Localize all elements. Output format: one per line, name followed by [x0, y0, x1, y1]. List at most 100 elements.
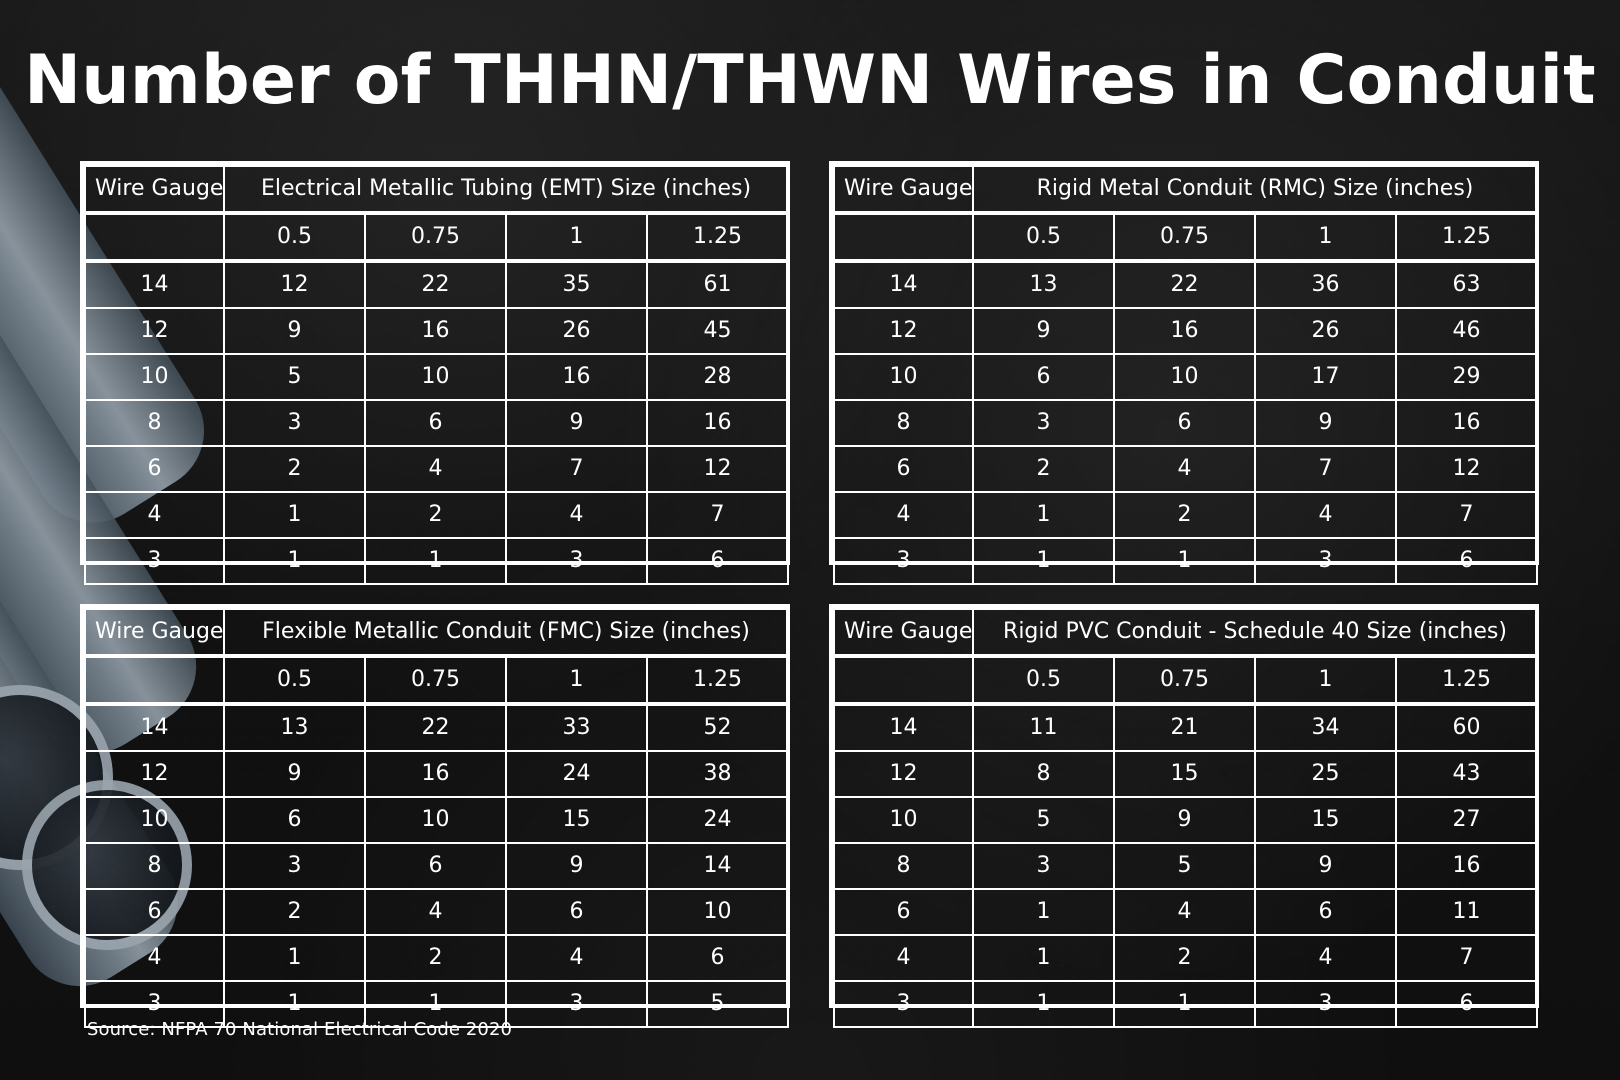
wire-count-cell: 7 [645, 491, 790, 539]
fmc-table: Wire Gauge Flexible Metallic Conduit (FM… [84, 608, 789, 1028]
wire-count-cell: 1 [972, 888, 1115, 936]
wire-count-cell: 4 [364, 445, 507, 493]
wire-count-cell: 10 [364, 796, 507, 844]
wire-count-cell: 1 [972, 980, 1115, 1028]
table-row: 12 8 15 25 43 [833, 750, 1538, 798]
blank-gauge-cell [833, 655, 974, 706]
wire-gauge-cell: 3 [84, 537, 225, 585]
wire-gauge-cell: 14 [84, 260, 225, 309]
wire-gauge-cell: 10 [84, 796, 225, 844]
wire-count-cell: 13 [972, 260, 1115, 309]
emt-table: Wire Gauge Electrical Metallic Tubing (E… [84, 165, 790, 585]
wire-gauge-cell: 6 [833, 445, 974, 493]
table-row: 12 9 16 26 45 [84, 307, 790, 355]
pvc-table: Wire Gauge Rigid PVC Conduit - Schedule … [833, 608, 1538, 1028]
table-header-row: Wire Gauge Rigid PVC Conduit - Schedule … [833, 608, 1538, 658]
size-header-cell: 1 [1254, 212, 1397, 263]
wire-gauge-cell: 6 [84, 445, 225, 493]
wire-count-cell: 6 [505, 888, 648, 936]
wire-gauge-cell: 12 [833, 750, 974, 798]
wire-count-cell: 2 [972, 445, 1115, 493]
wire-gauge-cell: 8 [84, 842, 225, 890]
table-row: 12 9 16 24 38 [84, 750, 789, 798]
wire-count-cell: 6 [1395, 980, 1538, 1028]
pvc-table-container: Wire Gauge Rigid PVC Conduit - Schedule … [829, 604, 1539, 1028]
wire-count-cell: 9 [972, 307, 1115, 355]
wire-count-cell: 26 [505, 307, 648, 355]
wire-gauge-cell: 8 [833, 842, 974, 890]
wire-count-cell: 6 [364, 399, 507, 447]
wire-gauge-header: Wire Gauge [84, 608, 225, 658]
wire-count-cell: 16 [505, 353, 648, 401]
table-row: 4 1 2 4 7 [84, 491, 790, 539]
table-row: 8 3 5 9 16 [833, 842, 1538, 890]
conduit-size-header: Rigid PVC Conduit - Schedule 40 Size (in… [972, 608, 1538, 658]
table-row: 10 5 10 16 28 [84, 353, 790, 401]
table-header-row: Wire Gauge Rigid Metal Conduit (RMC) Siz… [833, 165, 1539, 215]
wire-count-cell: 1 [972, 934, 1115, 982]
wire-count-cell: 38 [646, 750, 789, 798]
wire-count-cell: 7 [1395, 934, 1538, 982]
wire-count-cell: 6 [364, 842, 507, 890]
table-row: 8 3 6 9 16 [84, 399, 790, 447]
wire-count-cell: 2 [223, 445, 366, 493]
size-header-cell: 0.75 [364, 655, 507, 706]
wire-count-cell: 1 [223, 537, 366, 585]
wire-count-cell: 16 [364, 307, 507, 355]
wire-count-cell: 6 [1254, 888, 1397, 936]
wire-count-cell: 27 [1395, 796, 1538, 844]
wire-count-cell: 1 [364, 980, 507, 1028]
table-row: 4 1 2 4 7 [833, 491, 1539, 539]
wire-count-cell: 24 [505, 750, 648, 798]
wire-count-cell: 52 [646, 703, 789, 752]
table-row: 3 1 1 3 5 [84, 980, 789, 1028]
wire-count-cell: 12 [645, 445, 790, 493]
wire-count-cell: 12 [223, 260, 366, 309]
wire-gauge-cell: 6 [84, 888, 225, 936]
wire-count-cell: 7 [1394, 491, 1539, 539]
table-row: 10 5 9 15 27 [833, 796, 1538, 844]
wire-count-cell: 11 [972, 703, 1115, 752]
wire-count-cell: 13 [223, 703, 366, 752]
fmc-table-container: Wire Gauge Flexible Metallic Conduit (FM… [80, 604, 790, 1028]
wire-count-cell: 3 [1254, 980, 1397, 1028]
wire-count-cell: 4 [1113, 888, 1256, 936]
wire-count-cell: 6 [646, 934, 789, 982]
wire-count-cell: 17 [1254, 353, 1397, 401]
wire-gauge-cell: 12 [84, 750, 225, 798]
rmc-table-container: Wire Gauge Rigid Metal Conduit (RMC) Siz… [829, 161, 1539, 585]
size-row: 0.5 0.75 1 1.25 [833, 212, 1539, 263]
size-header-cell: 1 [505, 212, 648, 263]
wire-gauge-cell: 8 [833, 399, 974, 447]
wire-gauge-cell: 4 [833, 491, 974, 539]
blank-gauge-cell [833, 212, 974, 263]
wire-gauge-cell: 12 [833, 307, 974, 355]
wire-count-cell: 9 [505, 842, 648, 890]
wire-count-cell: 43 [1395, 750, 1538, 798]
table-row: 8 3 6 9 16 [833, 399, 1539, 447]
table-row: 6 2 4 7 12 [833, 445, 1539, 493]
rmc-table: Wire Gauge Rigid Metal Conduit (RMC) Siz… [833, 165, 1539, 585]
wire-count-cell: 36 [1254, 260, 1397, 309]
wire-gauge-cell: 14 [833, 260, 974, 309]
blank-gauge-cell [84, 655, 225, 706]
wire-count-cell: 22 [1113, 260, 1256, 309]
table-row: 4 1 2 4 6 [84, 934, 789, 982]
conduit-size-header: Electrical Metallic Tubing (EMT) Size (i… [222, 165, 790, 215]
wire-count-cell: 9 [1113, 796, 1256, 844]
table-row: 12 9 16 26 46 [833, 307, 1539, 355]
wire-count-cell: 12 [1394, 445, 1539, 493]
wire-count-cell: 1 [1113, 537, 1256, 585]
conduit-size-header: Rigid Metal Conduit (RMC) Size (inches) [971, 165, 1539, 215]
wire-count-cell: 2 [364, 934, 507, 982]
wire-count-cell: 2 [223, 888, 366, 936]
wire-count-cell: 6 [972, 353, 1115, 401]
table-row: 6 2 4 6 10 [84, 888, 789, 936]
wire-gauge-cell: 3 [84, 980, 225, 1028]
wire-count-cell: 3 [505, 537, 648, 585]
wire-count-cell: 3 [223, 842, 366, 890]
table-row: 14 13 22 36 63 [833, 260, 1539, 309]
size-header-cell: 0.75 [1113, 655, 1256, 706]
wire-count-cell: 1 [972, 491, 1115, 539]
wire-count-cell: 11 [1395, 888, 1538, 936]
